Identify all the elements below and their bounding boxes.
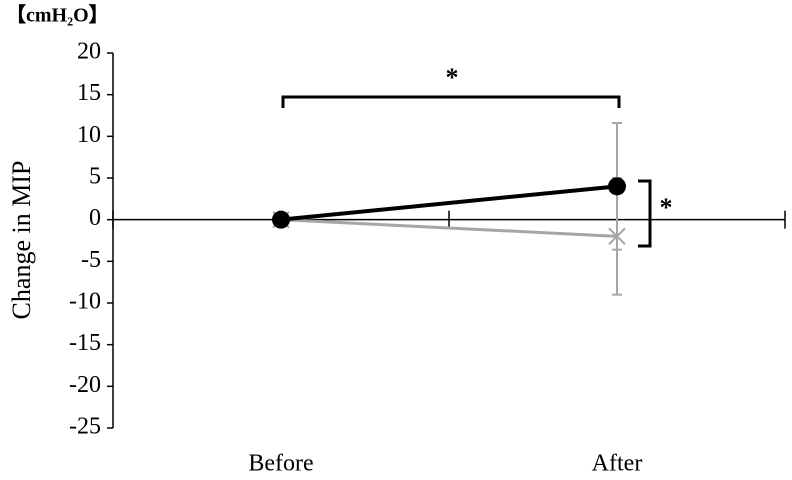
y-tick-label: 15 xyxy=(77,80,101,106)
annotation: * xyxy=(446,63,459,92)
series-line xyxy=(280,184,618,222)
y-tick-label: -10 xyxy=(69,289,101,315)
y-tick-label: 20 xyxy=(77,39,101,65)
marker xyxy=(608,177,626,196)
y-tick-label: -15 xyxy=(69,330,101,356)
annotation: * xyxy=(660,193,673,222)
y-tick-label: 10 xyxy=(77,122,101,148)
x-tick-label: Before xyxy=(248,451,313,477)
x-tick-label: After xyxy=(592,451,643,477)
y-tick-label: 0 xyxy=(89,205,101,231)
y-tick-label: -20 xyxy=(69,372,101,398)
marker xyxy=(272,210,290,229)
unit-label: 【cmH₂O】 xyxy=(6,4,109,27)
y-tick-label: -25 xyxy=(69,414,101,440)
y-tick-label: -5 xyxy=(81,247,101,273)
y-tick-label: 5 xyxy=(89,164,101,190)
y-axis-title: Change in MIP xyxy=(7,161,36,320)
significance-bracket xyxy=(281,95,621,108)
series-line xyxy=(280,218,618,238)
marker xyxy=(608,227,626,246)
significance-bracket xyxy=(638,179,652,248)
